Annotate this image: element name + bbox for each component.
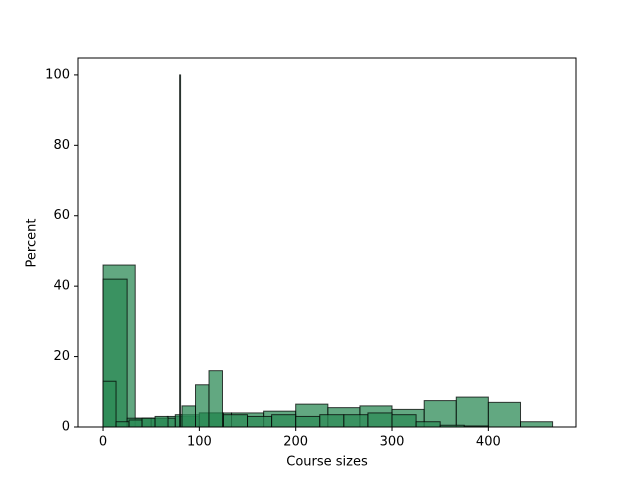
bar (415, 421, 441, 428)
bar (319, 414, 345, 428)
bar (391, 414, 417, 428)
y-tick-label: 100 (45, 67, 70, 82)
bar (141, 417, 156, 428)
bar (181, 405, 197, 428)
bar (179, 74, 182, 428)
x-tick-label: 100 (187, 435, 212, 450)
bar (115, 421, 130, 428)
bar (367, 412, 393, 428)
y-tick-label: 40 (53, 279, 70, 294)
x-tick-label: 300 (380, 435, 405, 450)
bar (487, 401, 522, 428)
bar (520, 421, 554, 428)
bar (128, 419, 143, 428)
x-tick-label: 400 (476, 435, 501, 450)
y-tick-label: 80 (53, 138, 70, 153)
bar (195, 384, 210, 428)
y-tick-label: 0 (62, 420, 70, 435)
bar (455, 396, 489, 428)
bar (208, 370, 223, 428)
y-tick-label: 20 (53, 349, 70, 364)
bar (102, 380, 117, 428)
plot-frame (77, 57, 577, 428)
x-axis-label: Course sizes (286, 455, 368, 470)
bar (271, 414, 297, 428)
bar (247, 415, 273, 428)
x-tick-label: 0 (99, 435, 107, 450)
bar (295, 415, 321, 428)
x-tick-label: 200 (283, 435, 308, 450)
bar (343, 414, 369, 428)
y-tick-label: 60 (53, 208, 70, 223)
bar (222, 414, 249, 428)
y-axis-label: Percent (25, 219, 40, 268)
bar (154, 415, 169, 428)
